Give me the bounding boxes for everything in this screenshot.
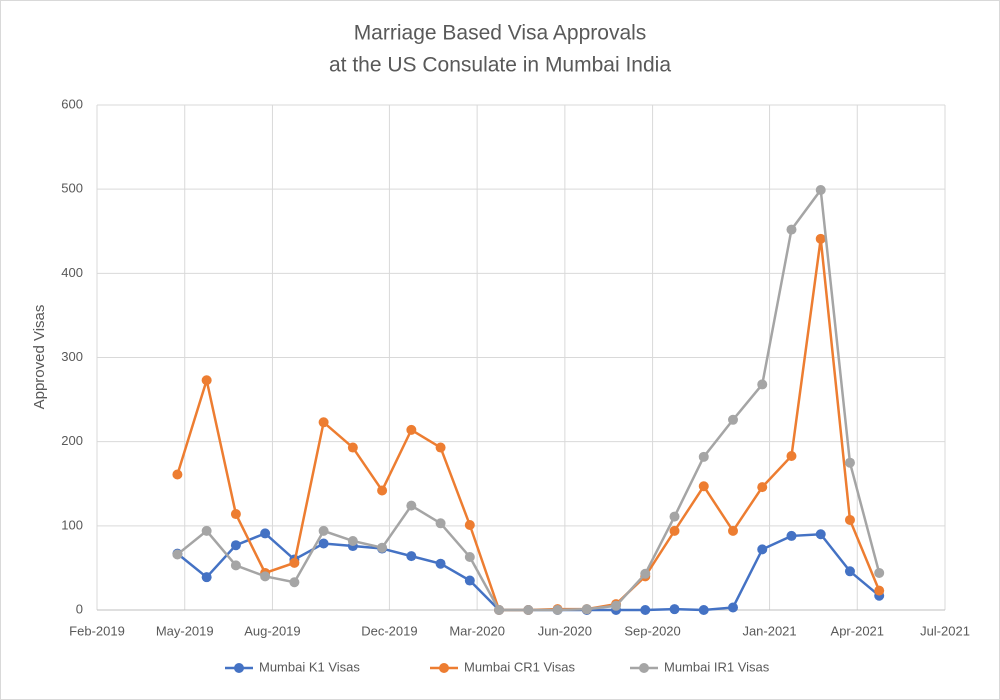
data-point <box>757 379 768 390</box>
data-point <box>698 481 709 492</box>
data-point <box>786 530 797 541</box>
data-point <box>698 605 709 615</box>
data-point <box>230 560 241 571</box>
data-point <box>289 557 300 568</box>
data-point <box>786 450 797 461</box>
data-point <box>201 572 212 583</box>
y-tick-label: 600 <box>61 96 83 111</box>
data-point <box>815 529 826 540</box>
legend-swatch <box>639 663 649 673</box>
legend-label: Mumbai CR1 Visas <box>464 659 576 674</box>
data-point <box>201 525 212 536</box>
data-point <box>377 542 388 553</box>
y-tick-label: 0 <box>76 601 83 616</box>
data-point <box>260 528 271 539</box>
x-tick-label: Jun-2020 <box>538 623 592 638</box>
data-point <box>230 509 241 520</box>
data-point <box>347 535 358 546</box>
x-tick-label: Sep-2020 <box>624 623 680 638</box>
data-point <box>464 551 475 562</box>
data-point <box>435 518 446 529</box>
y-tick-label: 200 <box>61 433 83 448</box>
data-point <box>815 233 826 244</box>
x-tick-label: Dec-2019 <box>361 623 417 638</box>
data-point <box>347 442 358 453</box>
data-point <box>172 549 183 560</box>
x-tick-label: Feb-2019 <box>69 623 125 638</box>
data-point <box>172 469 183 480</box>
data-point <box>640 568 651 579</box>
data-point <box>289 577 300 588</box>
y-axis-label: Approved Visas <box>31 305 48 410</box>
y-tick-label: 400 <box>61 265 83 280</box>
data-point <box>874 567 885 578</box>
data-point <box>406 500 417 511</box>
data-point <box>698 451 709 462</box>
data-point <box>844 457 855 468</box>
data-point <box>815 185 826 196</box>
data-point <box>435 558 446 569</box>
data-point <box>318 538 329 549</box>
y-tick-label: 500 <box>61 181 83 196</box>
data-point <box>464 519 475 530</box>
x-tick-label: May-2019 <box>156 623 214 638</box>
data-point <box>318 417 329 428</box>
data-point <box>201 375 212 386</box>
data-point <box>406 424 417 435</box>
data-point <box>464 575 475 586</box>
data-point <box>728 414 738 425</box>
data-point <box>728 525 738 536</box>
data-point <box>757 544 768 555</box>
data-point <box>260 571 271 582</box>
data-point <box>377 485 388 496</box>
x-tick-label: Aug-2019 <box>244 623 300 638</box>
data-point <box>669 511 680 522</box>
y-tick-label: 300 <box>61 349 83 364</box>
x-tick-label: Jan-2021 <box>742 623 796 638</box>
data-point <box>581 604 592 615</box>
data-point <box>406 551 417 562</box>
data-point <box>552 605 563 615</box>
data-point <box>728 602 738 613</box>
data-point <box>611 600 622 611</box>
data-point <box>874 585 885 596</box>
chart-title: Marriage Based Visa Approvals <box>354 22 647 45</box>
legend-swatch <box>234 663 244 673</box>
data-point <box>230 540 241 551</box>
data-point <box>844 514 855 525</box>
legend-swatch <box>439 663 449 673</box>
data-point <box>757 482 768 493</box>
legend-label: Mumbai K1 Visas <box>259 659 360 674</box>
data-point <box>318 525 329 536</box>
chart-title: at the US Consulate in Mumbai India <box>329 54 671 77</box>
data-point <box>494 605 505 615</box>
x-tick-label: Jul-2021 <box>920 623 970 638</box>
legend-label: Mumbai IR1 Visas <box>664 659 770 674</box>
data-point <box>435 442 446 453</box>
data-point <box>844 566 855 577</box>
x-tick-label: Apr-2021 <box>831 623 884 638</box>
data-point <box>640 605 651 615</box>
data-point <box>523 605 534 615</box>
data-point <box>786 224 797 235</box>
data-point <box>669 525 680 536</box>
y-tick-label: 100 <box>61 517 83 532</box>
data-point <box>669 604 680 615</box>
x-tick-label: Mar-2020 <box>449 623 505 638</box>
